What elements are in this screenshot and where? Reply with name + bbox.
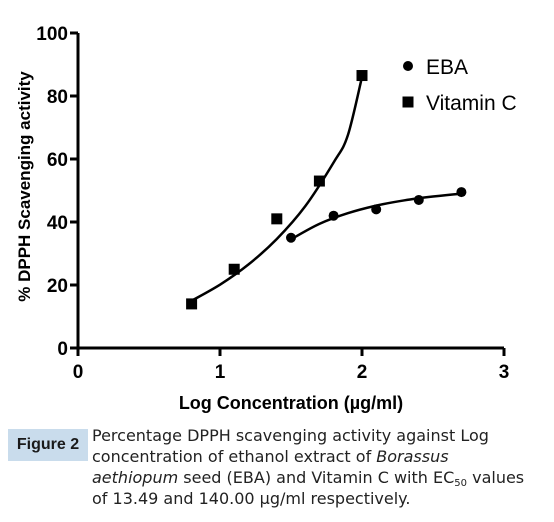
y-tick-label: 20: [47, 276, 68, 297]
y-tick-label: 40: [47, 213, 68, 234]
caption-text: Percentage DPPH scavenging activity agai…: [92, 425, 532, 509]
y-tick-label: 60: [47, 150, 68, 171]
x-axis-label: Log Concentration (µg/ml): [179, 393, 403, 413]
fit-curve-eba: [290, 192, 462, 241]
x-tick-label: 0: [73, 362, 84, 383]
caption-text-part1: Percentage DPPH scavenging activity agai…: [92, 426, 489, 466]
legend-label-vitamin-c: Vitamin C: [426, 92, 517, 115]
legend: EBA Vitamin C: [402, 56, 517, 115]
point-eba: [286, 232, 296, 243]
x-tick-label: 1: [215, 362, 226, 383]
point-vitamin-c: [271, 213, 283, 225]
legend-marker-vitamin-c: [402, 96, 414, 108]
point-vitamin-c: [228, 263, 240, 275]
y-tick-label: 80: [47, 87, 68, 108]
caption-text-part3: values of 13.49 and 140.00 µg/ml respect…: [92, 468, 525, 508]
legend-label-eba: EBA: [426, 56, 468, 79]
figure-caption: Figure 2 Percentage DPPH scavenging acti…: [0, 420, 554, 522]
y-tick-label: 0: [57, 339, 68, 360]
fit-curve-vitamin-c: [190, 76, 364, 302]
caption-text-part2: seed (EBA) and Vitamin C with EC: [178, 468, 455, 487]
figure-label: Figure 2: [8, 429, 88, 461]
point-eba: [371, 204, 382, 215]
legend-marker-eba: [403, 61, 413, 71]
point-vitamin-c: [313, 175, 325, 187]
point-eba: [413, 194, 424, 205]
y-axis-label: % DPPH Scavenging activity: [15, 71, 34, 302]
point-eba: [456, 187, 467, 198]
x-tick-label: 2: [357, 362, 368, 383]
chart: 0 20 40 60 80 100 0 1 2 3 Log Concentration (µg/ml…: [15, 24, 517, 413]
caption-subscript: 50: [454, 478, 468, 489]
axes: 0 20 40 60 80 100 0 1 2 3 Log Concentration (µg/ml…: [15, 24, 509, 413]
point-eba: [328, 210, 339, 221]
point-vitamin-c: [356, 70, 368, 82]
data-points: [186, 70, 467, 310]
caption-species: Borassus aethiopum: [92, 447, 449, 487]
x-tick-label: 3: [499, 362, 510, 383]
y-tick-label: 100: [36, 24, 68, 45]
point-vitamin-c: [186, 298, 198, 310]
